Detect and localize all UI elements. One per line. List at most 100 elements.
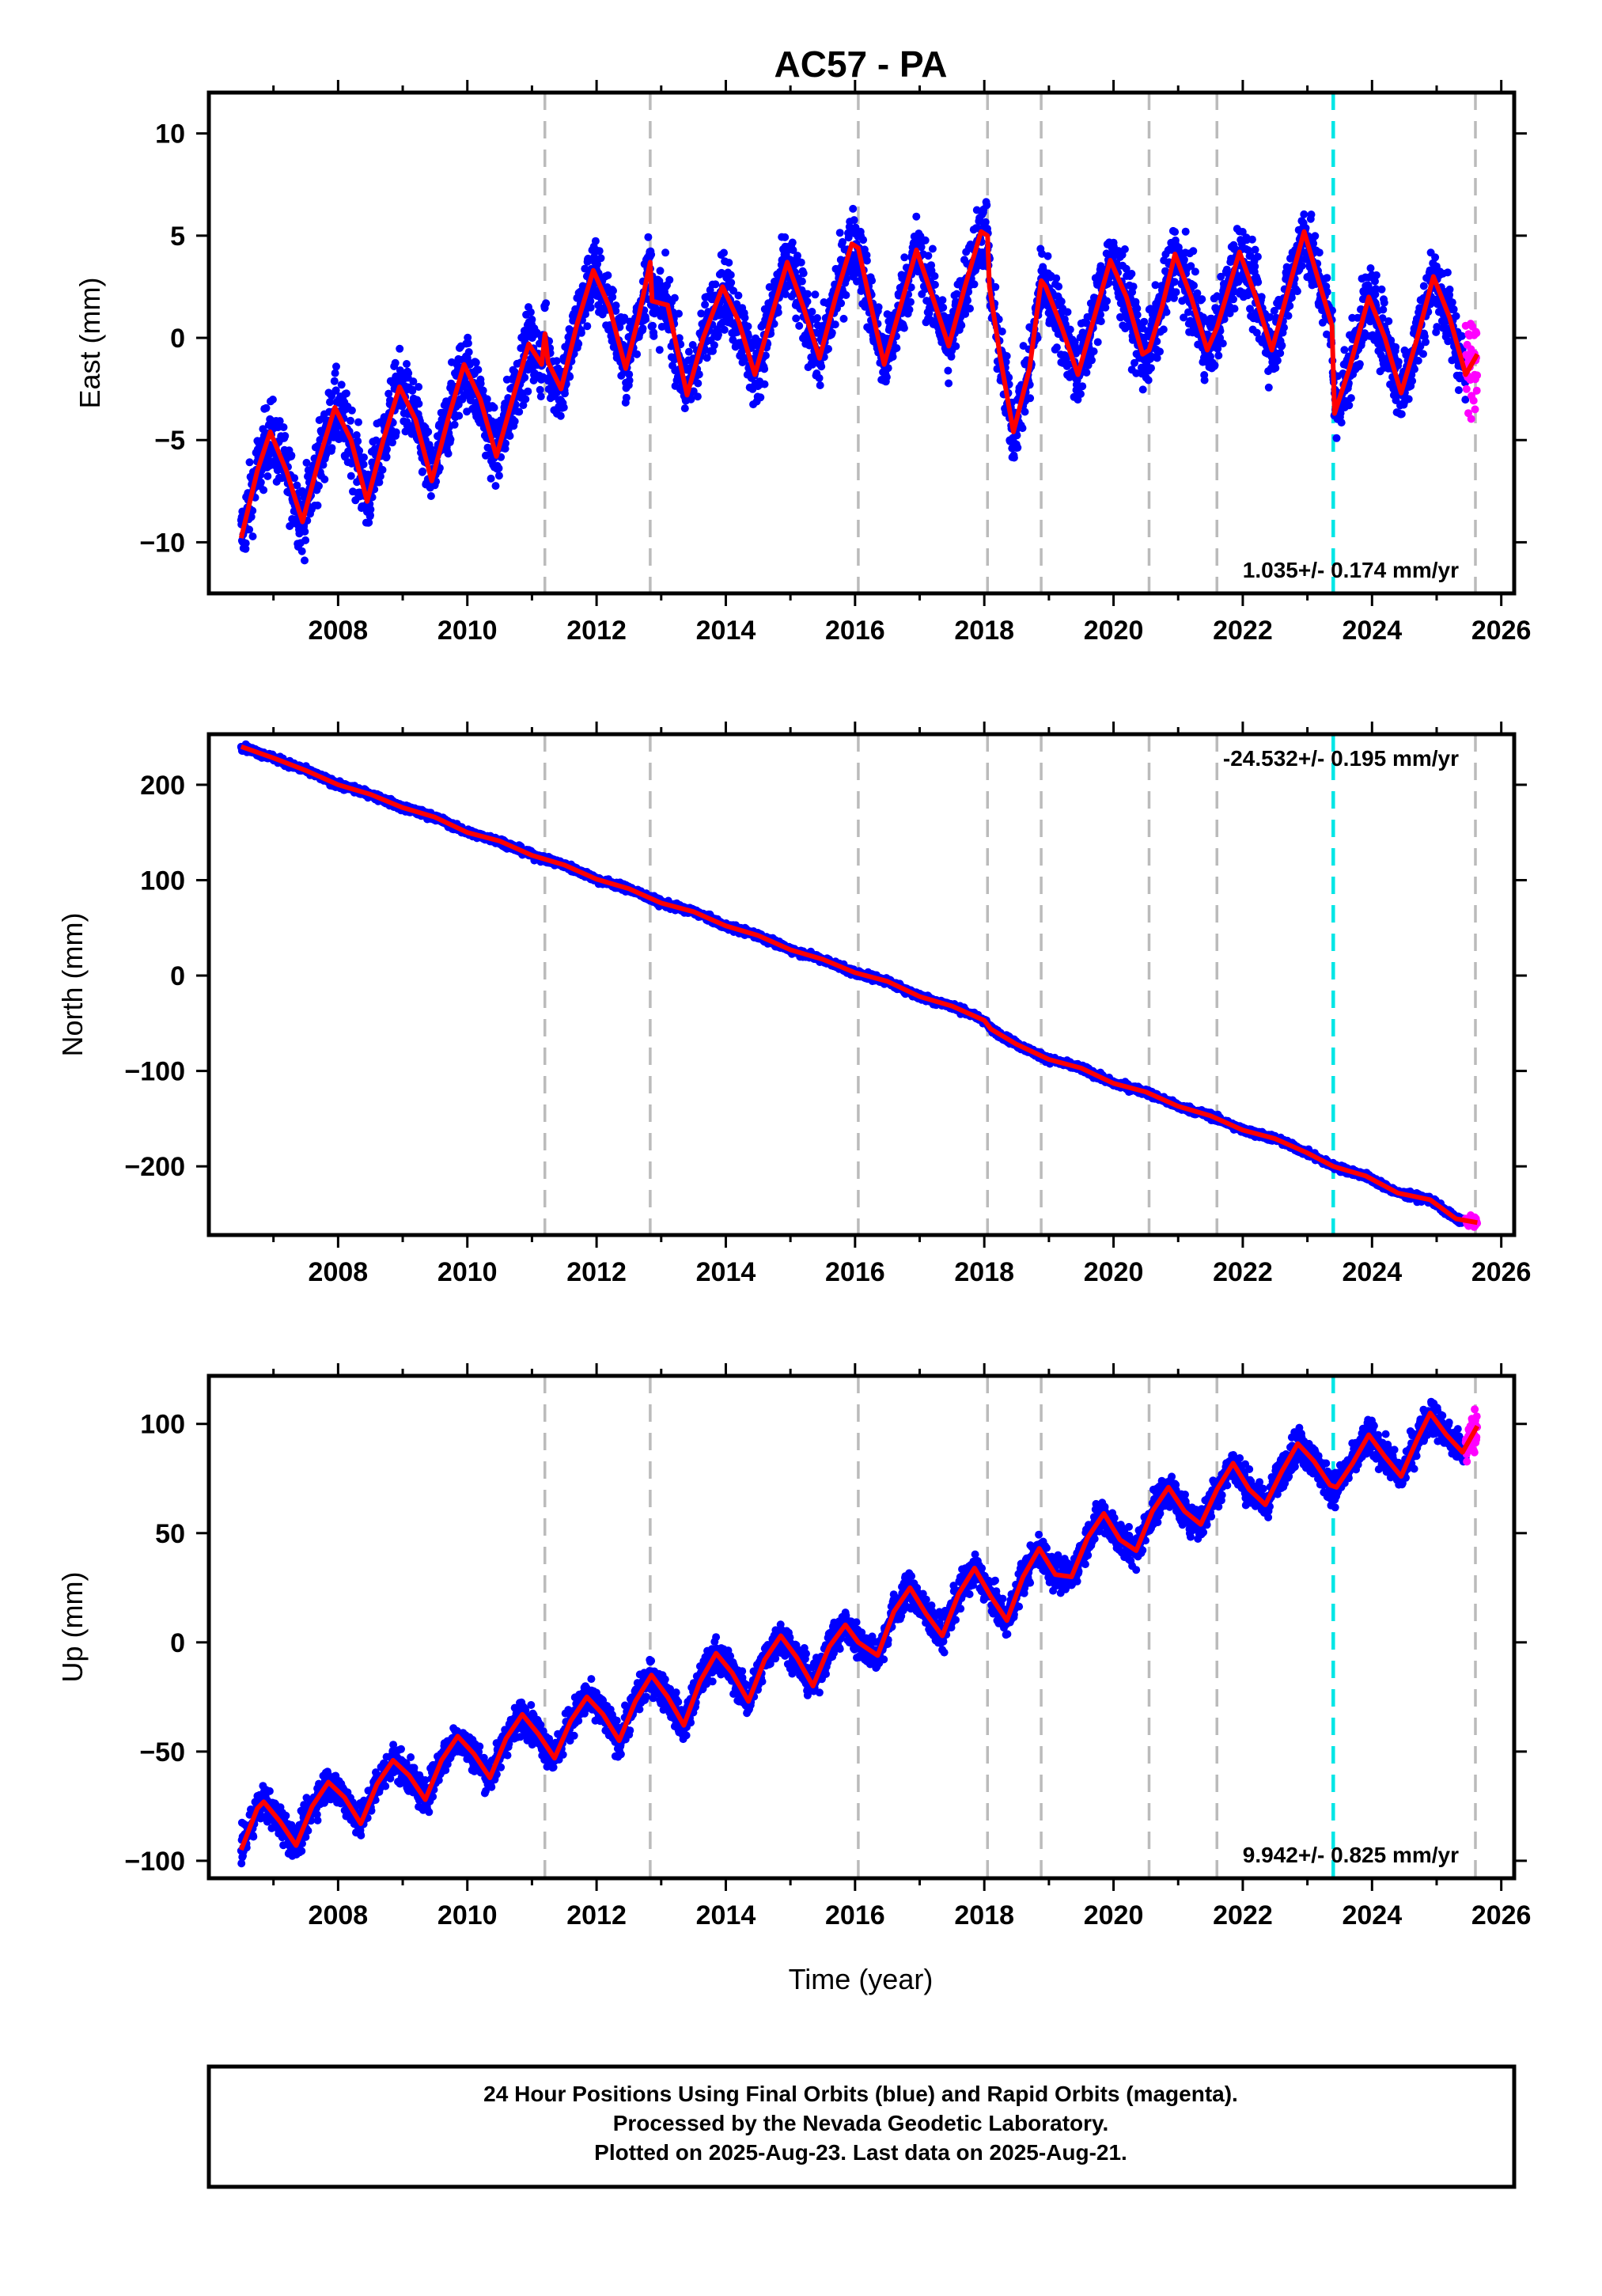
- data-point: [726, 271, 735, 279]
- data-point: [1013, 443, 1022, 452]
- data-point: [263, 472, 272, 480]
- data-point: [1309, 239, 1318, 248]
- data-point: [849, 204, 858, 213]
- data-point: [655, 346, 664, 354]
- data-point: [835, 229, 844, 237]
- data-point: [577, 328, 585, 337]
- data-point: [352, 431, 361, 439]
- data-point: [281, 432, 290, 440]
- data-point: [331, 386, 340, 395]
- data-point: [1002, 352, 1011, 360]
- data-point: [1431, 253, 1440, 262]
- data-point: [888, 353, 897, 361]
- data-point: [328, 444, 336, 453]
- data-point: [884, 364, 892, 373]
- data-point: [917, 243, 926, 252]
- data-point: [939, 303, 948, 312]
- data-point: [1264, 383, 1273, 392]
- data-point: [464, 348, 473, 356]
- data-point: [302, 458, 311, 467]
- data-point: [842, 291, 850, 299]
- data-point: [1018, 424, 1027, 433]
- x-tick-label: 2024: [1342, 616, 1402, 646]
- data-point: [1251, 262, 1259, 271]
- data-point: [262, 404, 271, 412]
- data-point: [882, 373, 891, 381]
- data-point: [287, 451, 296, 460]
- data-point: [1300, 210, 1308, 218]
- data-point: [1156, 347, 1164, 356]
- data-point: [900, 253, 909, 262]
- data-point: [687, 395, 695, 404]
- data-point: [1187, 262, 1195, 271]
- x-tick-label: 2026: [1471, 616, 1532, 646]
- data-point: [1063, 308, 1072, 316]
- data-point: [907, 283, 915, 292]
- data-point: [366, 511, 374, 520]
- data-point: [408, 386, 417, 395]
- data-point: [524, 387, 532, 396]
- data-point: [424, 427, 433, 436]
- data-point: [1449, 305, 1458, 313]
- data-point: [1200, 376, 1209, 385]
- data-point: [839, 237, 846, 246]
- data-point: [559, 404, 568, 411]
- data-point: [1384, 317, 1393, 325]
- data-point: [293, 481, 301, 490]
- data-point: [1127, 270, 1136, 278]
- data-point: [388, 438, 396, 447]
- data-point: [596, 254, 605, 263]
- data-point: [375, 478, 384, 487]
- data-point: [1397, 410, 1406, 419]
- rapid-data-point: [1472, 386, 1481, 395]
- data-point: [1151, 281, 1160, 290]
- data-point: [1144, 376, 1153, 385]
- y-tick-label: 10: [155, 119, 185, 150]
- data-point: [727, 278, 736, 287]
- data-point: [384, 389, 393, 398]
- data-point: [1096, 317, 1105, 326]
- data-point: [924, 252, 933, 260]
- data-point: [765, 282, 774, 291]
- data-point: [1252, 328, 1261, 337]
- data-point: [1021, 407, 1029, 416]
- data-point: [859, 236, 868, 244]
- data-point: [828, 328, 836, 337]
- data-point: [710, 341, 718, 350]
- y-tick-label: 5: [170, 222, 185, 252]
- data-point: [502, 439, 509, 448]
- data-point: [1286, 301, 1294, 310]
- data-point: [1153, 354, 1161, 362]
- data-point: [1448, 298, 1456, 307]
- data-point: [450, 420, 459, 429]
- data-point: [297, 547, 306, 555]
- data-point: [536, 392, 545, 401]
- data-point: [843, 275, 851, 283]
- data-point: [665, 275, 674, 284]
- data-point: [808, 308, 816, 316]
- data-point: [472, 358, 480, 367]
- data-point: [831, 320, 839, 329]
- data-point: [1377, 285, 1386, 294]
- data-point: [983, 201, 991, 210]
- data-point: [1140, 317, 1149, 326]
- data-point: [1184, 308, 1192, 316]
- data-point: [680, 404, 689, 413]
- data-point: [1171, 228, 1180, 237]
- data-point: [1133, 311, 1142, 319]
- data-point: [817, 362, 826, 371]
- data-point: [661, 248, 670, 257]
- data-point: [1131, 297, 1140, 306]
- data-point: [656, 267, 665, 275]
- data-point: [1088, 356, 1096, 365]
- data-point: [815, 373, 824, 382]
- data-point: [1129, 282, 1138, 291]
- data-point: [1009, 453, 1018, 462]
- data-point: [1276, 349, 1285, 358]
- data-point: [625, 376, 634, 385]
- data-point: [670, 294, 679, 302]
- data-point: [556, 411, 565, 420]
- data-point: [1002, 358, 1010, 366]
- data-point: [365, 518, 373, 527]
- data-point: [625, 370, 634, 379]
